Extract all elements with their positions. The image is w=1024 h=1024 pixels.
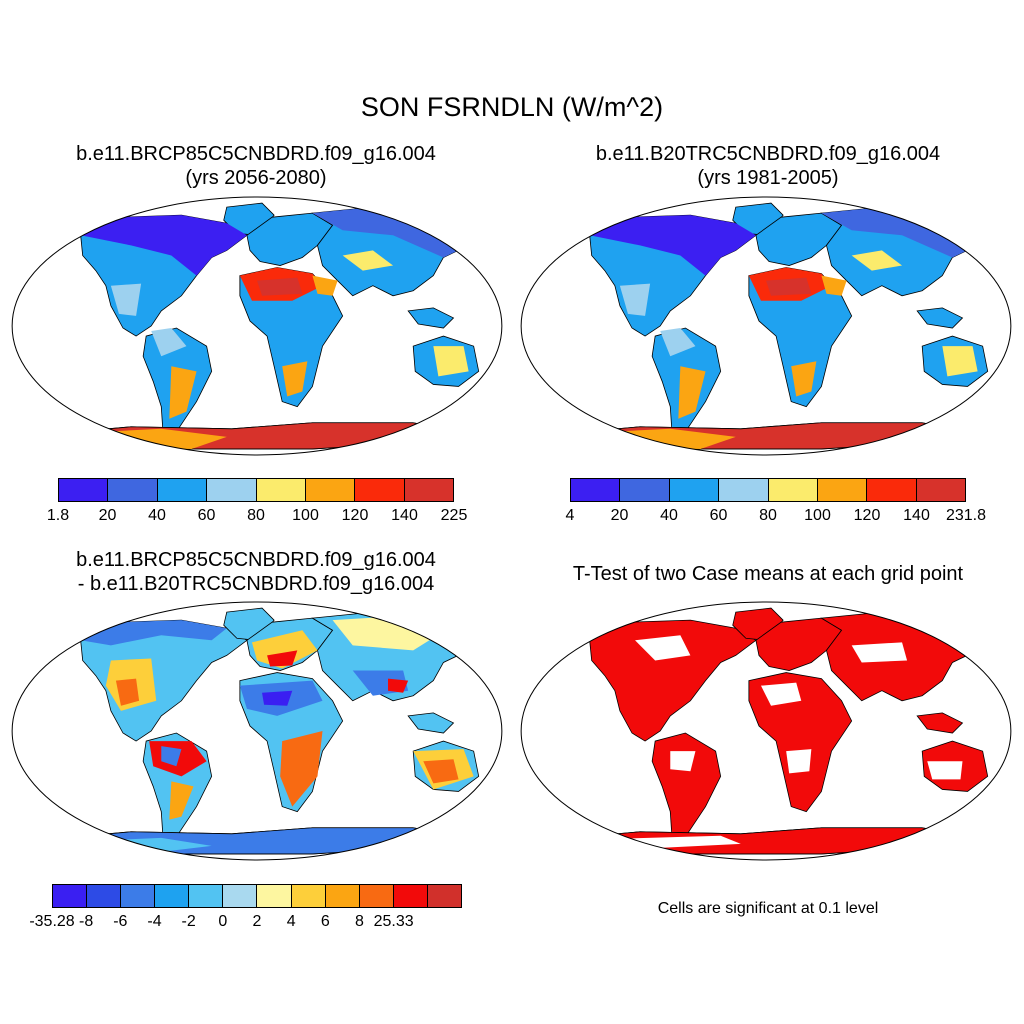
panel-3-colorbar-swatch <box>53 885 88 907</box>
panel-1-map <box>11 196 503 456</box>
panel-2-colorbar-swatch <box>916 479 965 501</box>
panel-3-colorbar-tick-label: 8 <box>355 913 364 930</box>
panel-2-colorbar-tick-label: 80 <box>759 507 777 524</box>
panel-2-colorbar-tick-label: 60 <box>709 507 728 524</box>
panel-1-colorbar-swatch <box>207 479 257 501</box>
panel-3-colorbar <box>52 884 462 908</box>
panel-1-colorbar-tick-label: 140 <box>391 507 418 524</box>
panel-3-colorbar-swatch <box>155 885 190 907</box>
panel-2-colorbar-swatch <box>817 479 868 501</box>
panel-3-colorbar-swatch <box>393 885 428 907</box>
panel-1-colorbar-tick-label: 20 <box>98 507 117 524</box>
panel-3-colorbar-swatch <box>223 885 258 907</box>
panel-3-colorbar-tick-label: -2 <box>181 913 196 930</box>
panel-3-title: b.e11.BRCP85C5CNBDRD.f09_g16.004 - b.e11… <box>0 548 512 596</box>
panel-1-colorbar <box>58 478 454 502</box>
panel-3-colorbar-swatch <box>87 885 122 907</box>
panel-1-colorbar-tick-label: 40 <box>148 507 166 524</box>
panel-2-colorbar <box>570 478 966 502</box>
panel-4-title: T-Test of two Case means at each grid po… <box>572 563 964 585</box>
panel-1-title-line1: b.e11.BRCP85C5CNBDRD.f09_g16.004 <box>76 143 436 165</box>
panel-2-colorbar-tick-label: 140 <box>903 507 930 524</box>
panel-1-colorbar-swatch <box>305 479 356 501</box>
panel-2-colorbar-swatch <box>867 479 917 501</box>
panel-3-colorbar-swatch <box>325 885 360 907</box>
panel-1-colorbar-tick-label: 1.8 <box>46 507 70 524</box>
panel-3-colorbar-swatch <box>291 885 326 907</box>
panel-2-colorbar-tick-label: 40 <box>660 507 678 524</box>
panel-1-colorbar-swatch <box>108 479 158 501</box>
panel-1-title: b.e11.BRCP85C5CNBDRD.f09_g16.004 (yrs 20… <box>0 142 512 190</box>
panel-2-colorbar-swatch <box>768 479 818 501</box>
panel-1-colorbar-tick-label: 225 <box>440 507 468 524</box>
panel-2-colorbar-swatch <box>669 479 720 501</box>
panel-1-colorbar-swatch <box>355 479 405 501</box>
panel-3-colorbar-swatch <box>189 885 224 907</box>
panel-3-title-line1: b.e11.BRCP85C5CNBDRD.f09_g16.004 <box>76 549 436 571</box>
panel-3-colorbar-swatch <box>257 885 292 907</box>
panel-2-colorbar-tick-label: 100 <box>804 507 831 524</box>
panel-3-colorbar-swatch <box>359 885 394 907</box>
panel-3-colorbar-tick-label: 2 <box>252 913 262 930</box>
panel-3-colorbar-tick-label: -35.28 <box>29 913 75 930</box>
panel-2-title-line2: (yrs 1981-2005) <box>697 167 839 189</box>
panel-1-colorbar-swatch <box>404 479 453 501</box>
main-title: SON FSRNDLN (W/m^2) <box>360 92 664 122</box>
panel-1-colorbar-tick-label: 100 <box>292 507 319 524</box>
panel-3-title-line2: - b.e11.B20TRC5CNBDRD.f09_g16.004 <box>77 573 435 595</box>
panel-2-colorbar-tick-label: 20 <box>610 507 629 524</box>
panel-2-colorbar-swatch <box>719 479 769 501</box>
panel-2-colorbar-swatch <box>571 479 621 501</box>
panel-3-colorbar-tick-label: -4 <box>147 913 162 930</box>
panel-3-colorbar-tick-label: 0 <box>218 913 228 930</box>
significance-note: Cells are significant at 0.1 level <box>657 900 879 917</box>
panel-3-colorbar-tick-label: 4 <box>286 913 296 930</box>
panel-2-map <box>520 196 1012 456</box>
panel-4-map <box>520 601 1012 861</box>
panel-2-colorbar-tick-label: 4 <box>565 507 575 524</box>
panel-1-colorbar-tick-label: 120 <box>341 507 369 524</box>
panel-3-colorbar-tick-label: 6 <box>320 913 330 930</box>
panel-3-colorbar-tick-label: -6 <box>113 913 128 930</box>
panel-3-colorbar-swatch <box>121 885 156 907</box>
panel-1-colorbar-swatch <box>256 479 306 501</box>
panel-1-colorbar-swatch <box>157 479 208 501</box>
panel-3-colorbar-tick-label: 25.33 <box>373 913 414 930</box>
panel-2-title-line1: b.e11.B20TRC5CNBDRD.f09_g16.004 <box>595 143 941 165</box>
panel-3-colorbar-tick-label: -8 <box>79 913 94 930</box>
panel-1-colorbar-tick-label: 60 <box>197 507 216 524</box>
panel-1-title-line2: (yrs 2056-2080) <box>185 167 327 189</box>
panel-2-colorbar-tick-label: 231.8 <box>945 507 987 524</box>
panel-1-colorbar-tick-label: 80 <box>247 507 265 524</box>
panel-3-colorbar-swatch <box>427 885 461 907</box>
panel-1-colorbar-swatch <box>59 479 109 501</box>
panel-2-title: b.e11.B20TRC5CNBDRD.f09_g16.004 (yrs 198… <box>512 142 1024 190</box>
panel-2-colorbar-swatch <box>620 479 670 501</box>
panel-2-colorbar-tick-label: 120 <box>853 507 881 524</box>
panel-3-map <box>11 601 503 861</box>
